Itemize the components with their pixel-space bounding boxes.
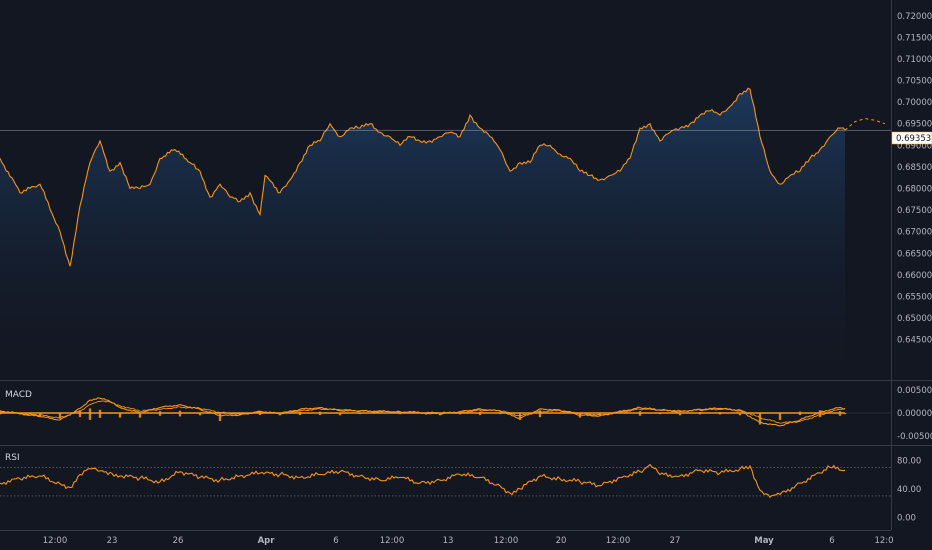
- price-y-tick: 0.68500: [897, 163, 932, 173]
- macd-series-line: [0, 397, 846, 427]
- price-y-tick: 0.71000: [897, 55, 932, 65]
- macd-histogram-bar: [758, 413, 762, 425]
- macd-y-tick: 0.00500: [897, 386, 932, 396]
- macd-histogram-bar: [778, 413, 782, 420]
- pane-separators: [0, 0, 932, 531]
- price-y-tick: 0.69500: [897, 120, 932, 130]
- macd-histogram-bar: [198, 413, 202, 416]
- price-y-tick: 0.71500: [897, 33, 932, 43]
- macd-histogram-bar: [138, 413, 142, 418]
- price-y-tick: 0.70000: [897, 98, 932, 108]
- macd-y-tick: -0.00500: [897, 432, 932, 442]
- x-tick-label: 23: [107, 536, 118, 546]
- price-y-tick: 0.69000: [897, 141, 932, 151]
- x-tick-label: 12:0: [874, 536, 893, 546]
- price-y-tick: 0.70500: [897, 77, 932, 87]
- price-y-tick: 0.67500: [897, 206, 932, 216]
- last-price-label: 0.69353: [891, 131, 932, 145]
- macd-histogram-bar: [338, 413, 342, 416]
- price-y-tick: 0.68000: [897, 185, 932, 195]
- x-axis: 12:00 23 26 Apr 6 12:00 13 12:00 20 12:00 27 May 6 12…: [43, 536, 894, 546]
- price-y-tick: 0.66500: [897, 249, 932, 259]
- macd-histogram-bar: [38, 413, 42, 417]
- rsi-series-line: [0, 463, 846, 499]
- x-tick-label: 27: [670, 536, 681, 546]
- price-y-tick: 0.64500: [897, 336, 932, 346]
- x-tick-label: 20: [556, 536, 567, 546]
- rsi-y-tick: 80.00: [897, 456, 921, 466]
- price-y-tick: 0.66000: [897, 271, 932, 281]
- macd-histogram-bar: [278, 413, 282, 416]
- x-tick-label: 26: [173, 536, 184, 546]
- rsi-pane-label: RSI: [5, 453, 20, 463]
- macd-histogram-bar: [438, 413, 442, 416]
- macd-histogram-bar: [738, 413, 742, 416]
- x-tick-label: 6: [333, 536, 338, 546]
- macd-histogram-bar: [98, 409, 102, 418]
- macd-histogram-bar: [238, 413, 242, 416]
- x-tick-label: 12:00: [43, 536, 68, 546]
- price-y-tick: 0.65000: [897, 314, 932, 324]
- macd-y-tick: 0.00000: [897, 409, 932, 419]
- x-tick-label: 12:00: [494, 536, 519, 546]
- x-tick-label: 13: [443, 536, 454, 546]
- price-area-fill: [0, 88, 845, 372]
- macd-histogram-bar: [58, 413, 62, 419]
- price-y-tick: 0.65500: [897, 292, 932, 302]
- macd-pane-label: MACD: [5, 390, 32, 400]
- x-tick-label: 12:00: [606, 536, 631, 546]
- macd-histogram-bar: [518, 413, 522, 420]
- x-tick-label: Apr: [258, 536, 276, 546]
- price-y-tick: 0.67000: [897, 228, 932, 238]
- macd-histogram-bar: [118, 413, 122, 418]
- macd-histogram-bar: [678, 413, 682, 416]
- macd-histogram-bar: [88, 408, 92, 420]
- rsi-y-tick: 0.00: [897, 513, 916, 523]
- price-pane: 0.72000 0.71500 0.71000 0.70500 0.70000 0.695…: [0, 12, 932, 372]
- macd-pane: 0.00500 0.00000 -0.00500: [0, 386, 932, 442]
- price-series-line: [0, 87, 846, 267]
- price-projection-line: [844, 118, 886, 131]
- x-tick-label: 12:00: [380, 536, 405, 546]
- last-price-text: 0.69353: [896, 134, 931, 144]
- macd-histogram-bar: [578, 413, 582, 418]
- macd-histogram-bar: [218, 413, 222, 422]
- x-tick-label: 6: [829, 536, 834, 546]
- macd-histogram-bar: [598, 413, 602, 416]
- macd-series-line: [0, 400, 846, 424]
- price-y-tick: 0.72000: [897, 12, 932, 22]
- x-tick-label: May: [754, 536, 774, 546]
- rsi-pane: 80.00 40.00 0.00: [0, 456, 921, 523]
- rsi-y-tick: 40.00: [897, 485, 921, 495]
